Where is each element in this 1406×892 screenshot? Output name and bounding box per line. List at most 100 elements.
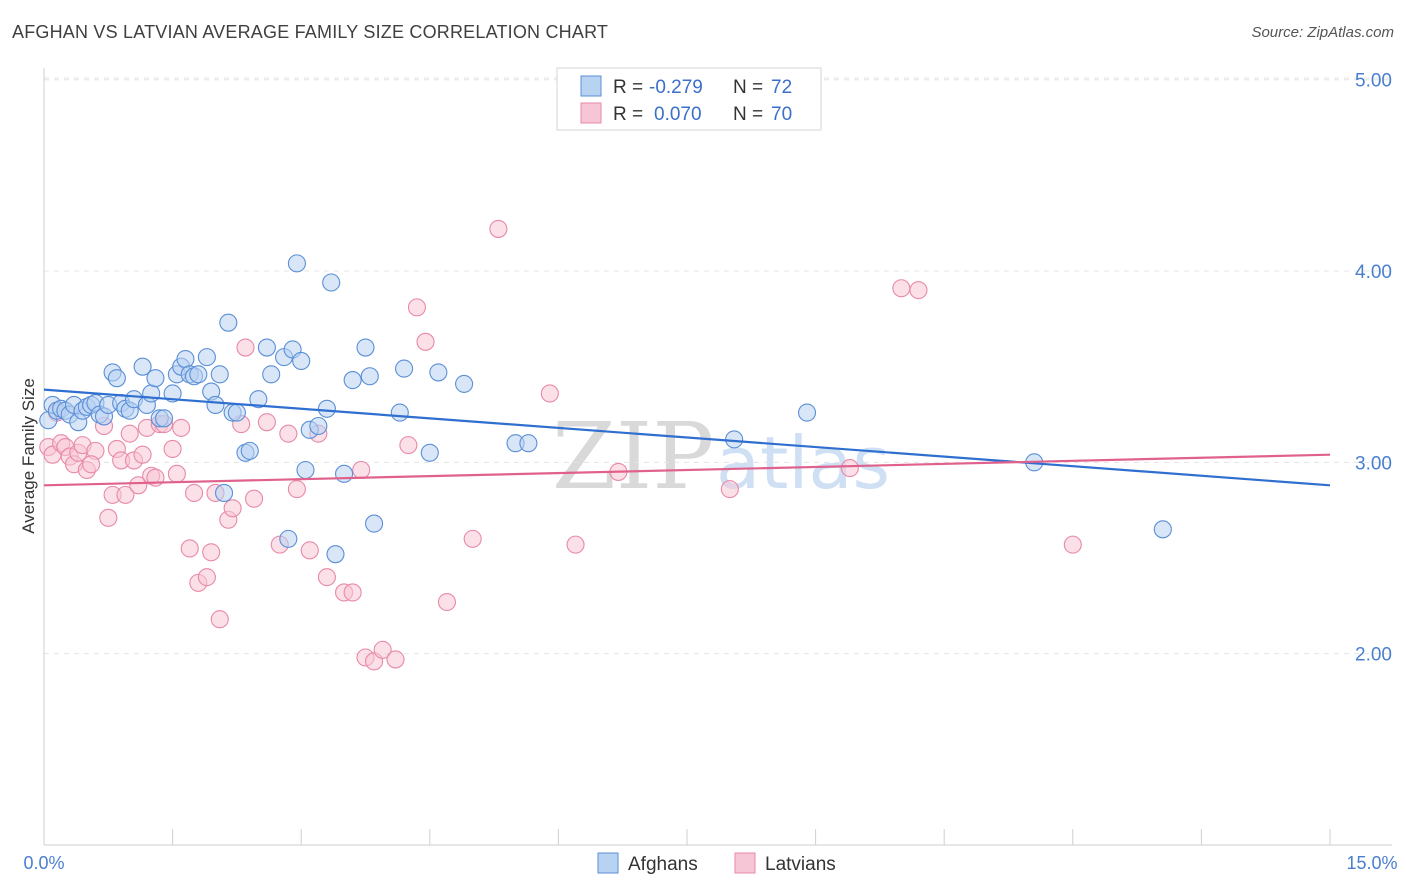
trend-lines [43, 388, 1331, 487]
latvians-point [99, 508, 118, 527]
latvians-point [257, 413, 276, 432]
latvians-swatch [580, 102, 602, 124]
latvians-r-value: 0.070 [654, 104, 702, 125]
afghans-point [214, 483, 234, 503]
latvians-point [116, 485, 135, 504]
afghans-n-value: 72 [771, 77, 792, 98]
y-tick-label: 3.00 [1355, 453, 1392, 474]
afghans-point [219, 313, 238, 332]
latvians-point [223, 499, 242, 518]
x-tick-label-min: 0.0% [23, 853, 64, 873]
afghans-point [146, 369, 165, 388]
latvians-point [279, 424, 298, 443]
latvians-n-value: 70 [771, 104, 792, 125]
latvians-point [909, 281, 928, 300]
latvians-point [343, 583, 362, 602]
latvians-point [892, 279, 911, 298]
latvians-point [399, 436, 418, 455]
afghans-point [309, 416, 328, 436]
latvians-trend-line [43, 453, 1331, 487]
afghans-point [189, 365, 208, 384]
chart-title: AFGHAN VS LATVIAN AVERAGE FAMILY SIZE CO… [12, 22, 609, 42]
latvians-point [566, 535, 585, 554]
afghans-point [429, 363, 448, 382]
latvians-n-label: N = [733, 104, 763, 125]
latvians-point [287, 480, 306, 499]
watermark-zip: ZIP [552, 403, 714, 510]
latvians-point [172, 418, 191, 437]
afghans-point [326, 545, 345, 564]
latvians-point [133, 445, 152, 464]
afghans-point [296, 460, 315, 480]
afghans-point [133, 357, 152, 376]
x-axis-ticks [43, 829, 1331, 845]
afghans-point [163, 384, 182, 403]
latvians-point [1063, 535, 1082, 554]
afghans-point [197, 348, 216, 367]
afghans-point [365, 514, 384, 533]
data-points [39, 219, 1172, 671]
afghans-swatch [580, 75, 602, 97]
latvians-point [720, 480, 739, 499]
latvians-point [202, 543, 221, 562]
latvians-point [82, 455, 101, 474]
y-tick-label: 2.00 [1355, 645, 1392, 666]
afghans-point [249, 390, 268, 409]
afghans-point [210, 365, 229, 384]
latvians-point [120, 424, 139, 443]
legend-latvians-label: Latvians [765, 854, 836, 875]
afghans-point [360, 367, 379, 386]
latvians-r-label: R = [613, 104, 643, 125]
stats-legend: R = -0.279 N = 72 R = 0.070 N = 70 [556, 67, 822, 131]
latvians-point [236, 338, 255, 357]
y-tick-label: 5.00 [1355, 71, 1392, 92]
latvians-point [373, 640, 392, 659]
latvians-point [300, 541, 319, 560]
afghans-point [322, 273, 341, 292]
latvians-point [463, 529, 482, 548]
afghans-point [797, 403, 817, 422]
chart-source: Source: ZipAtlas.com [1251, 24, 1394, 41]
afghans-point [519, 434, 538, 453]
afghans-point [279, 529, 298, 548]
latvians-point [210, 610, 229, 629]
latvians-point [840, 459, 859, 478]
latvians-point [184, 483, 204, 503]
latvians-point [317, 568, 336, 587]
afghans-point [262, 365, 281, 384]
afghans-n-label: N = [733, 77, 763, 98]
afghans-r-label: R = [613, 77, 643, 98]
afghans-point [287, 254, 306, 273]
latvians-point [352, 460, 371, 480]
afghans-point [725, 430, 744, 449]
latvians-point [167, 464, 186, 483]
afghans-point [240, 441, 259, 460]
latvians-point [407, 298, 426, 317]
afghans-point [420, 443, 439, 462]
afghans-point [317, 399, 336, 418]
latvians-point [244, 489, 264, 508]
series-legend: Afghans Latvians [597, 852, 836, 875]
afghans-point [335, 464, 354, 483]
latvians-point [197, 568, 216, 587]
latvians-point [163, 439, 182, 459]
afghans-point [356, 338, 375, 357]
afghans-point [107, 369, 126, 388]
y-axis-title: Average Family Size [19, 378, 38, 534]
afghans-point [390, 403, 409, 422]
afghans-point [206, 395, 225, 415]
afghans-point [227, 403, 246, 422]
legend-afghans-swatch [597, 852, 619, 874]
latvians-point [437, 592, 456, 612]
afghans-point [176, 349, 195, 369]
afghans-point [292, 351, 311, 370]
latvians-point [540, 384, 559, 403]
y-tick-labels: 2.00 3.00 4.00 5.00 [1355, 71, 1392, 666]
afghans-point [154, 409, 174, 428]
latvians-point [416, 332, 435, 351]
afghans-point [142, 384, 161, 403]
latvians-point [386, 650, 405, 669]
latvians-point [129, 476, 148, 495]
latvians-point [180, 539, 199, 558]
